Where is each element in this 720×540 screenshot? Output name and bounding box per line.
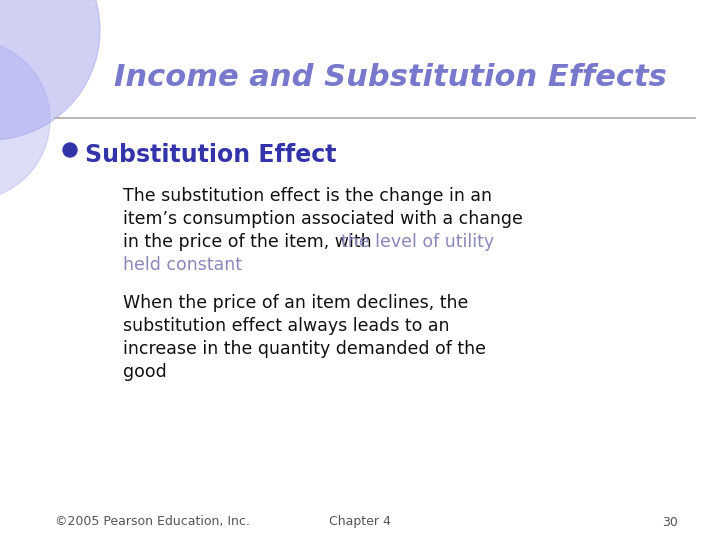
Circle shape	[0, 0, 100, 140]
Text: Substitution Effect: Substitution Effect	[85, 143, 336, 167]
Text: increase in the quantity demanded of the: increase in the quantity demanded of the	[123, 340, 486, 358]
Text: substitution effect always leads to an: substitution effect always leads to an	[123, 317, 449, 335]
Text: Chapter 4: Chapter 4	[329, 516, 391, 529]
Text: held constant: held constant	[123, 256, 242, 274]
Text: in the price of the item, with: in the price of the item, with	[123, 233, 377, 251]
Circle shape	[0, 40, 50, 200]
Text: ©2005 Pearson Education, Inc.: ©2005 Pearson Education, Inc.	[55, 516, 250, 529]
Text: item’s consumption associated with a change: item’s consumption associated with a cha…	[123, 210, 523, 228]
Text: the level of utility: the level of utility	[341, 233, 494, 251]
Text: When the price of an item declines, the: When the price of an item declines, the	[123, 294, 469, 312]
Text: Income and Substitution Effects: Income and Substitution Effects	[114, 64, 667, 92]
Text: The substitution effect is the change in an: The substitution effect is the change in…	[123, 187, 492, 205]
Circle shape	[63, 143, 77, 157]
Text: good: good	[123, 363, 167, 381]
Text: 30: 30	[662, 516, 678, 529]
